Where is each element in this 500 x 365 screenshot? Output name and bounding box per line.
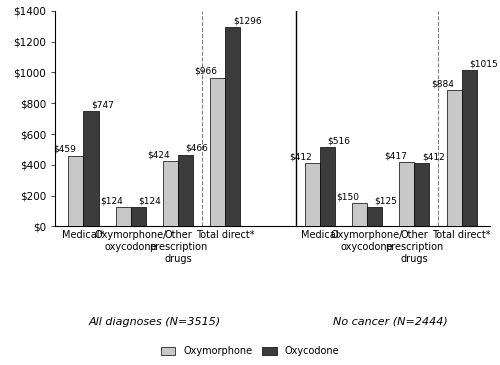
Text: $124: $124 xyxy=(100,196,123,205)
Text: $417: $417 xyxy=(384,151,407,160)
Bar xyxy=(68,156,84,226)
Text: $884: $884 xyxy=(431,80,454,88)
Bar xyxy=(462,70,477,226)
Text: $516: $516 xyxy=(328,136,350,145)
Text: $966: $966 xyxy=(194,67,218,76)
Bar xyxy=(414,163,430,226)
Text: $466: $466 xyxy=(186,144,208,153)
Bar xyxy=(352,203,367,226)
Bar xyxy=(367,207,382,226)
Bar xyxy=(84,111,98,226)
Bar xyxy=(225,27,240,226)
Text: No cancer (N=2444): No cancer (N=2444) xyxy=(334,317,448,327)
Text: $124: $124 xyxy=(138,196,161,205)
Text: All diagnoses (N=3515): All diagnoses (N=3515) xyxy=(88,317,220,327)
Bar xyxy=(446,90,462,226)
Text: $412: $412 xyxy=(290,152,312,161)
Text: $459: $459 xyxy=(53,145,76,154)
Bar xyxy=(304,163,320,226)
Bar xyxy=(116,207,130,226)
Text: $424: $424 xyxy=(148,150,171,159)
Bar xyxy=(210,78,225,226)
Bar xyxy=(320,147,335,226)
Legend: Oxymorphone, Oxycodone: Oxymorphone, Oxycodone xyxy=(157,342,343,360)
Text: $125: $125 xyxy=(374,196,398,205)
Text: $412: $412 xyxy=(422,152,444,161)
Bar xyxy=(399,162,414,226)
Text: $150: $150 xyxy=(336,192,359,201)
Bar xyxy=(178,155,193,226)
Bar xyxy=(130,207,146,226)
Text: $1296: $1296 xyxy=(233,16,262,25)
Bar xyxy=(163,161,178,226)
Text: $747: $747 xyxy=(91,100,114,110)
Text: $1015: $1015 xyxy=(469,59,498,68)
